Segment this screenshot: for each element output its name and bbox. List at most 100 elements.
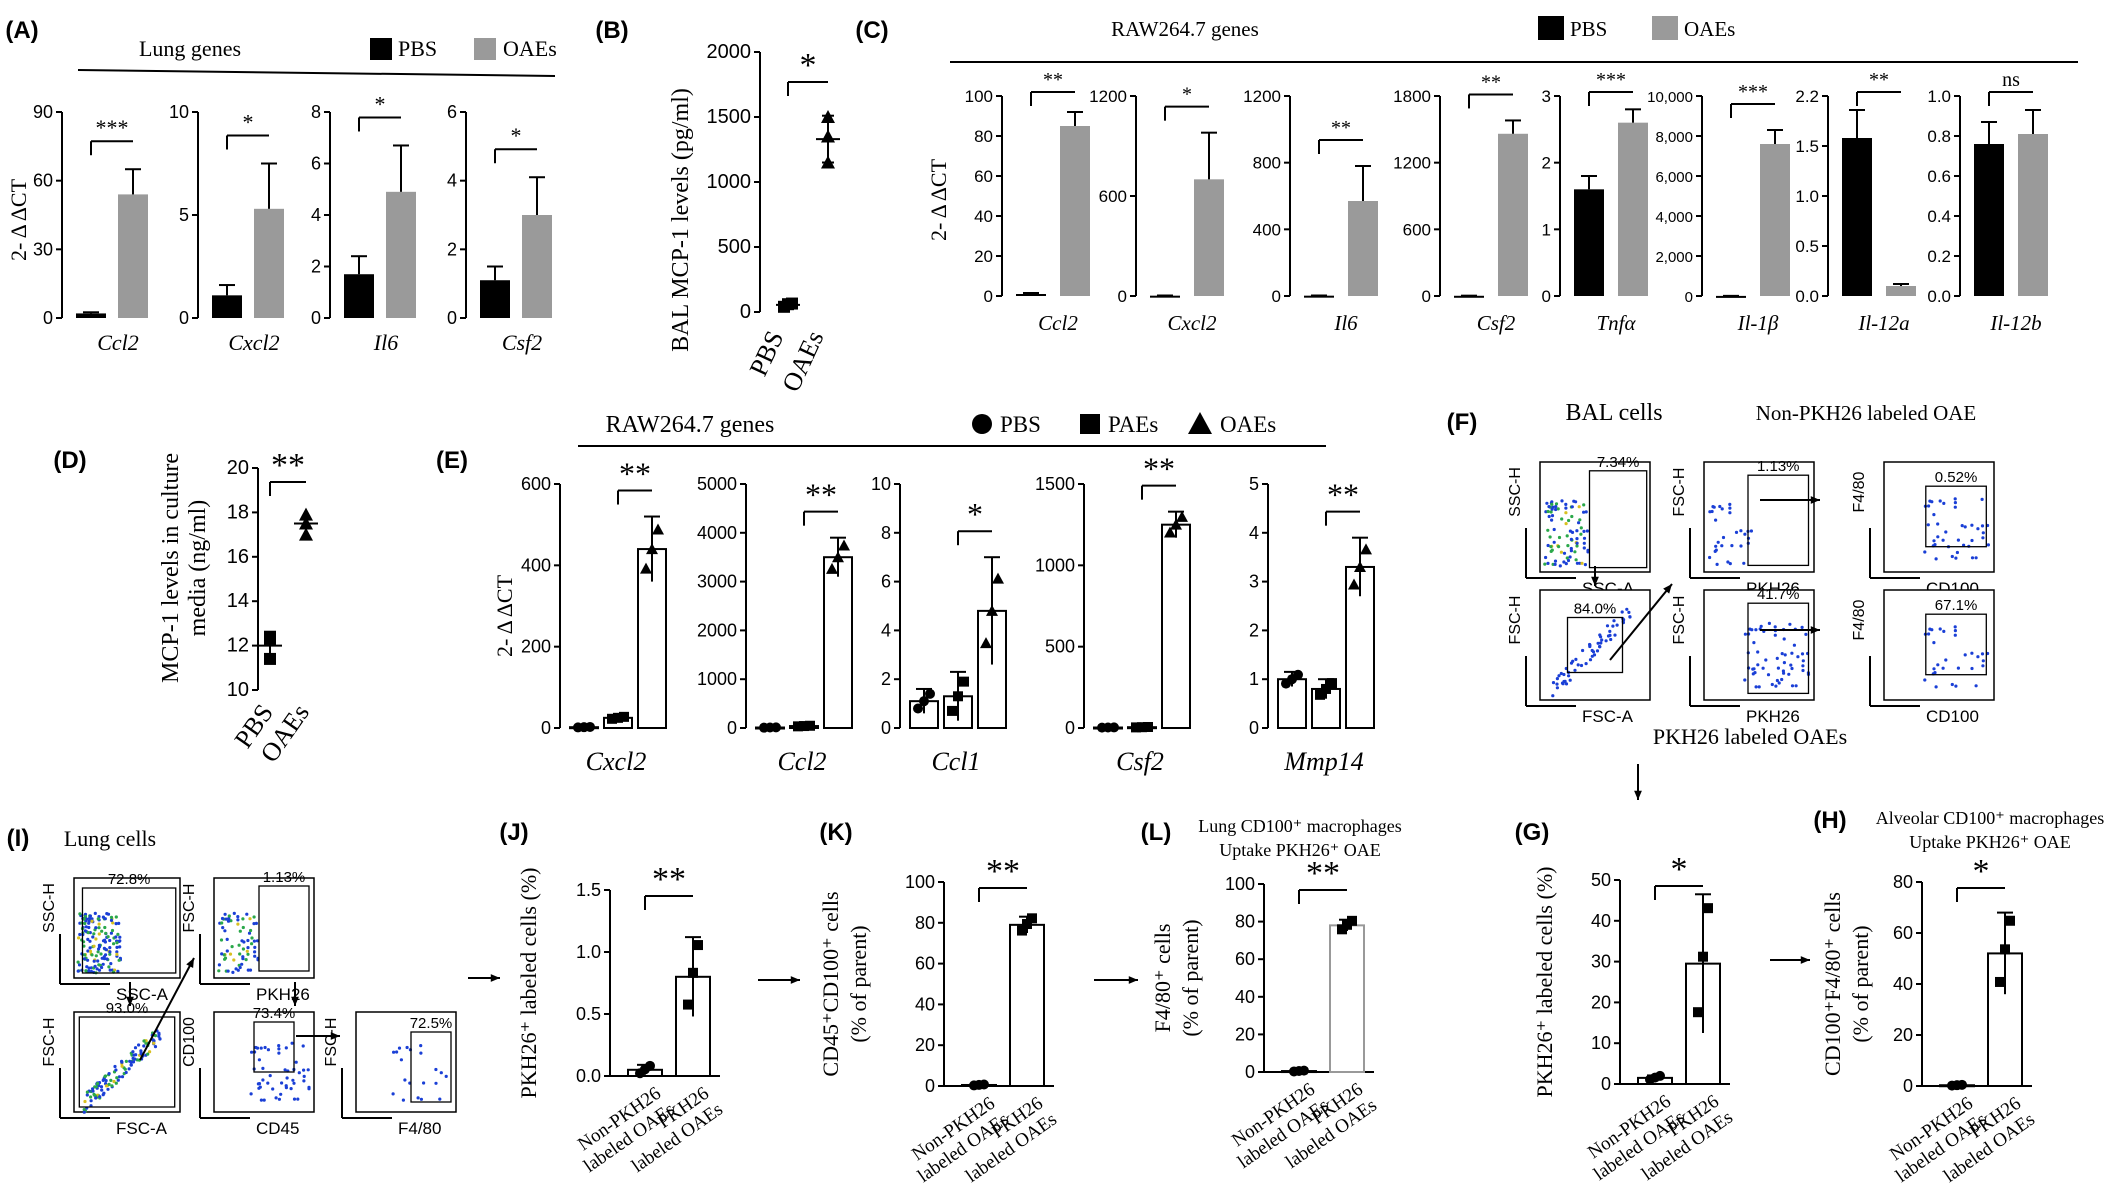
flow-f3-event — [1715, 562, 1719, 567]
flow-f2-event — [1620, 610, 1624, 614]
flow-i2-event — [95, 1082, 100, 1086]
flow-f2-event — [1599, 641, 1603, 645]
legend-pbs-swatch — [1538, 16, 1564, 40]
flow-i3-event — [224, 917, 228, 921]
panel-a-Il6-tick-label: 4 — [311, 205, 321, 225]
flow-f4-gate-label: 41.7% — [1757, 586, 1800, 603]
panel-j-tick-label: 0.0 — [576, 1066, 601, 1086]
panel-h-ylabel: CD100⁺F4/80⁺ cells — [1820, 892, 1845, 1076]
flow-f4-event — [1790, 651, 1794, 655]
panel-d-tick-label: 14 — [227, 590, 249, 612]
flow-i4-event — [277, 1097, 281, 1101]
flow-f4-event — [1792, 643, 1796, 647]
flow-i3-event — [248, 917, 252, 921]
panel-arrow-j-to-k-head — [790, 976, 800, 984]
flow-i2-event — [131, 1060, 136, 1064]
flow-f2-event — [1596, 641, 1600, 645]
flow-i2-event — [146, 1052, 150, 1056]
panel-b-tick-label: 2000 — [707, 41, 752, 63]
flow-f1-event — [1569, 546, 1573, 551]
panel-d-point — [264, 652, 276, 665]
flow-i3-xlabel: PKH26 — [256, 985, 310, 1004]
flow-i1-event — [114, 915, 118, 919]
flow-f4-event — [1767, 621, 1771, 626]
flow-f2-event — [1588, 658, 1593, 662]
flow-i2-event — [102, 1091, 106, 1095]
flow-f2-event — [1574, 657, 1578, 662]
panel-label-h: (H) — [1813, 807, 1846, 834]
flow-i2-event — [82, 1110, 86, 1114]
flow-i3-event — [244, 958, 248, 962]
panel-f-arrow-to-g-head — [1634, 790, 1642, 800]
panel-e-point — [919, 696, 929, 707]
panel-e-point — [607, 713, 617, 724]
flow-f3-event — [1711, 505, 1715, 509]
flow-i2-event — [92, 1092, 96, 1096]
flow-i1-event — [101, 962, 105, 966]
flow-f1-event — [1564, 502, 1568, 506]
panel-c-Tnfα-tick-label: 2 — [1542, 154, 1551, 173]
panel-c-Il-12a-tick-label: 0.0 — [1795, 287, 1819, 306]
flow-f3-event — [1734, 530, 1739, 535]
panel-e-point — [992, 572, 1004, 584]
legend-oaes-label: OAEs — [1684, 17, 1735, 41]
flow-f1-event — [1557, 545, 1561, 549]
panel-b-point — [821, 155, 835, 169]
panel-k-point — [979, 1079, 989, 1090]
flow-f5-event — [1936, 535, 1940, 539]
flow-f1-event — [1562, 560, 1566, 564]
flow-f2-event — [1613, 633, 1617, 637]
panel-a-gene-label: Il6 — [373, 330, 398, 355]
flow-f2-event — [1564, 682, 1569, 686]
flow-f1-event — [1582, 529, 1586, 534]
flow-f3-event — [1730, 544, 1734, 548]
panel-e-Ccl1-sig-label: * — [967, 496, 983, 532]
panel-e-Cxcl2-tick-label: 0 — [541, 718, 551, 738]
panel-e-Ccl2-tick-label: 3000 — [697, 572, 737, 592]
panel-e-point — [838, 539, 850, 551]
flow-f6-event — [1950, 682, 1954, 687]
legend-oaes-swatch — [474, 38, 496, 60]
panel-e-point — [913, 703, 923, 714]
flow-i3-event — [223, 957, 227, 961]
panel-b-tick-label: 1000 — [707, 171, 752, 193]
flow-i1-event — [97, 926, 101, 930]
flow-f1-event — [1566, 544, 1570, 548]
panel-c-Il-12a-tick-label: 1.5 — [1795, 137, 1819, 156]
panel-j-tick-label: 0.5 — [576, 1004, 601, 1024]
bar-c-Il6-1 — [1348, 201, 1378, 296]
panel-e-point — [1321, 683, 1331, 694]
flow-i3-event — [245, 912, 249, 916]
panel-e-point — [793, 721, 803, 732]
flow-f4-event — [1775, 678, 1779, 683]
flow-i2-event — [112, 1079, 116, 1084]
flow-i2-event — [107, 1072, 111, 1076]
panel-e-point — [646, 543, 658, 555]
bar-c-Csf2-1 — [1498, 133, 1528, 296]
flow-f4-event — [1773, 625, 1777, 629]
flow-f1-event — [1564, 511, 1568, 515]
flow-i1-ylabel: SSC-H — [41, 883, 58, 933]
flow-f4-event — [1776, 666, 1780, 670]
flow-f6-event — [1944, 658, 1948, 662]
panel-b-point — [786, 297, 798, 310]
flow-f6-event — [1953, 625, 1957, 629]
flow-f4-event — [1748, 627, 1752, 631]
flow-i5-event — [444, 1074, 448, 1078]
flow-i5-event — [391, 1092, 395, 1096]
panel-f-footer: PKH26 labeled OAEs — [1653, 724, 1847, 749]
flow-i4-event — [284, 1084, 288, 1088]
flow-i4-event — [291, 1078, 295, 1082]
flow-f4-event — [1782, 637, 1786, 641]
flow-f5-event — [1986, 543, 1990, 547]
flow-i1-event — [76, 969, 80, 973]
flow-f1-event — [1570, 514, 1574, 519]
flow-f4-event — [1800, 652, 1805, 656]
flow-i2-event — [114, 1068, 118, 1072]
panel-k-tick-label: 60 — [915, 954, 935, 974]
flow-f5-event — [1936, 522, 1940, 526]
flow-f5-event — [1941, 538, 1945, 542]
flow-i4-event — [262, 1098, 266, 1102]
flow-i3-event — [241, 917, 245, 921]
panel-d-point — [299, 516, 313, 530]
